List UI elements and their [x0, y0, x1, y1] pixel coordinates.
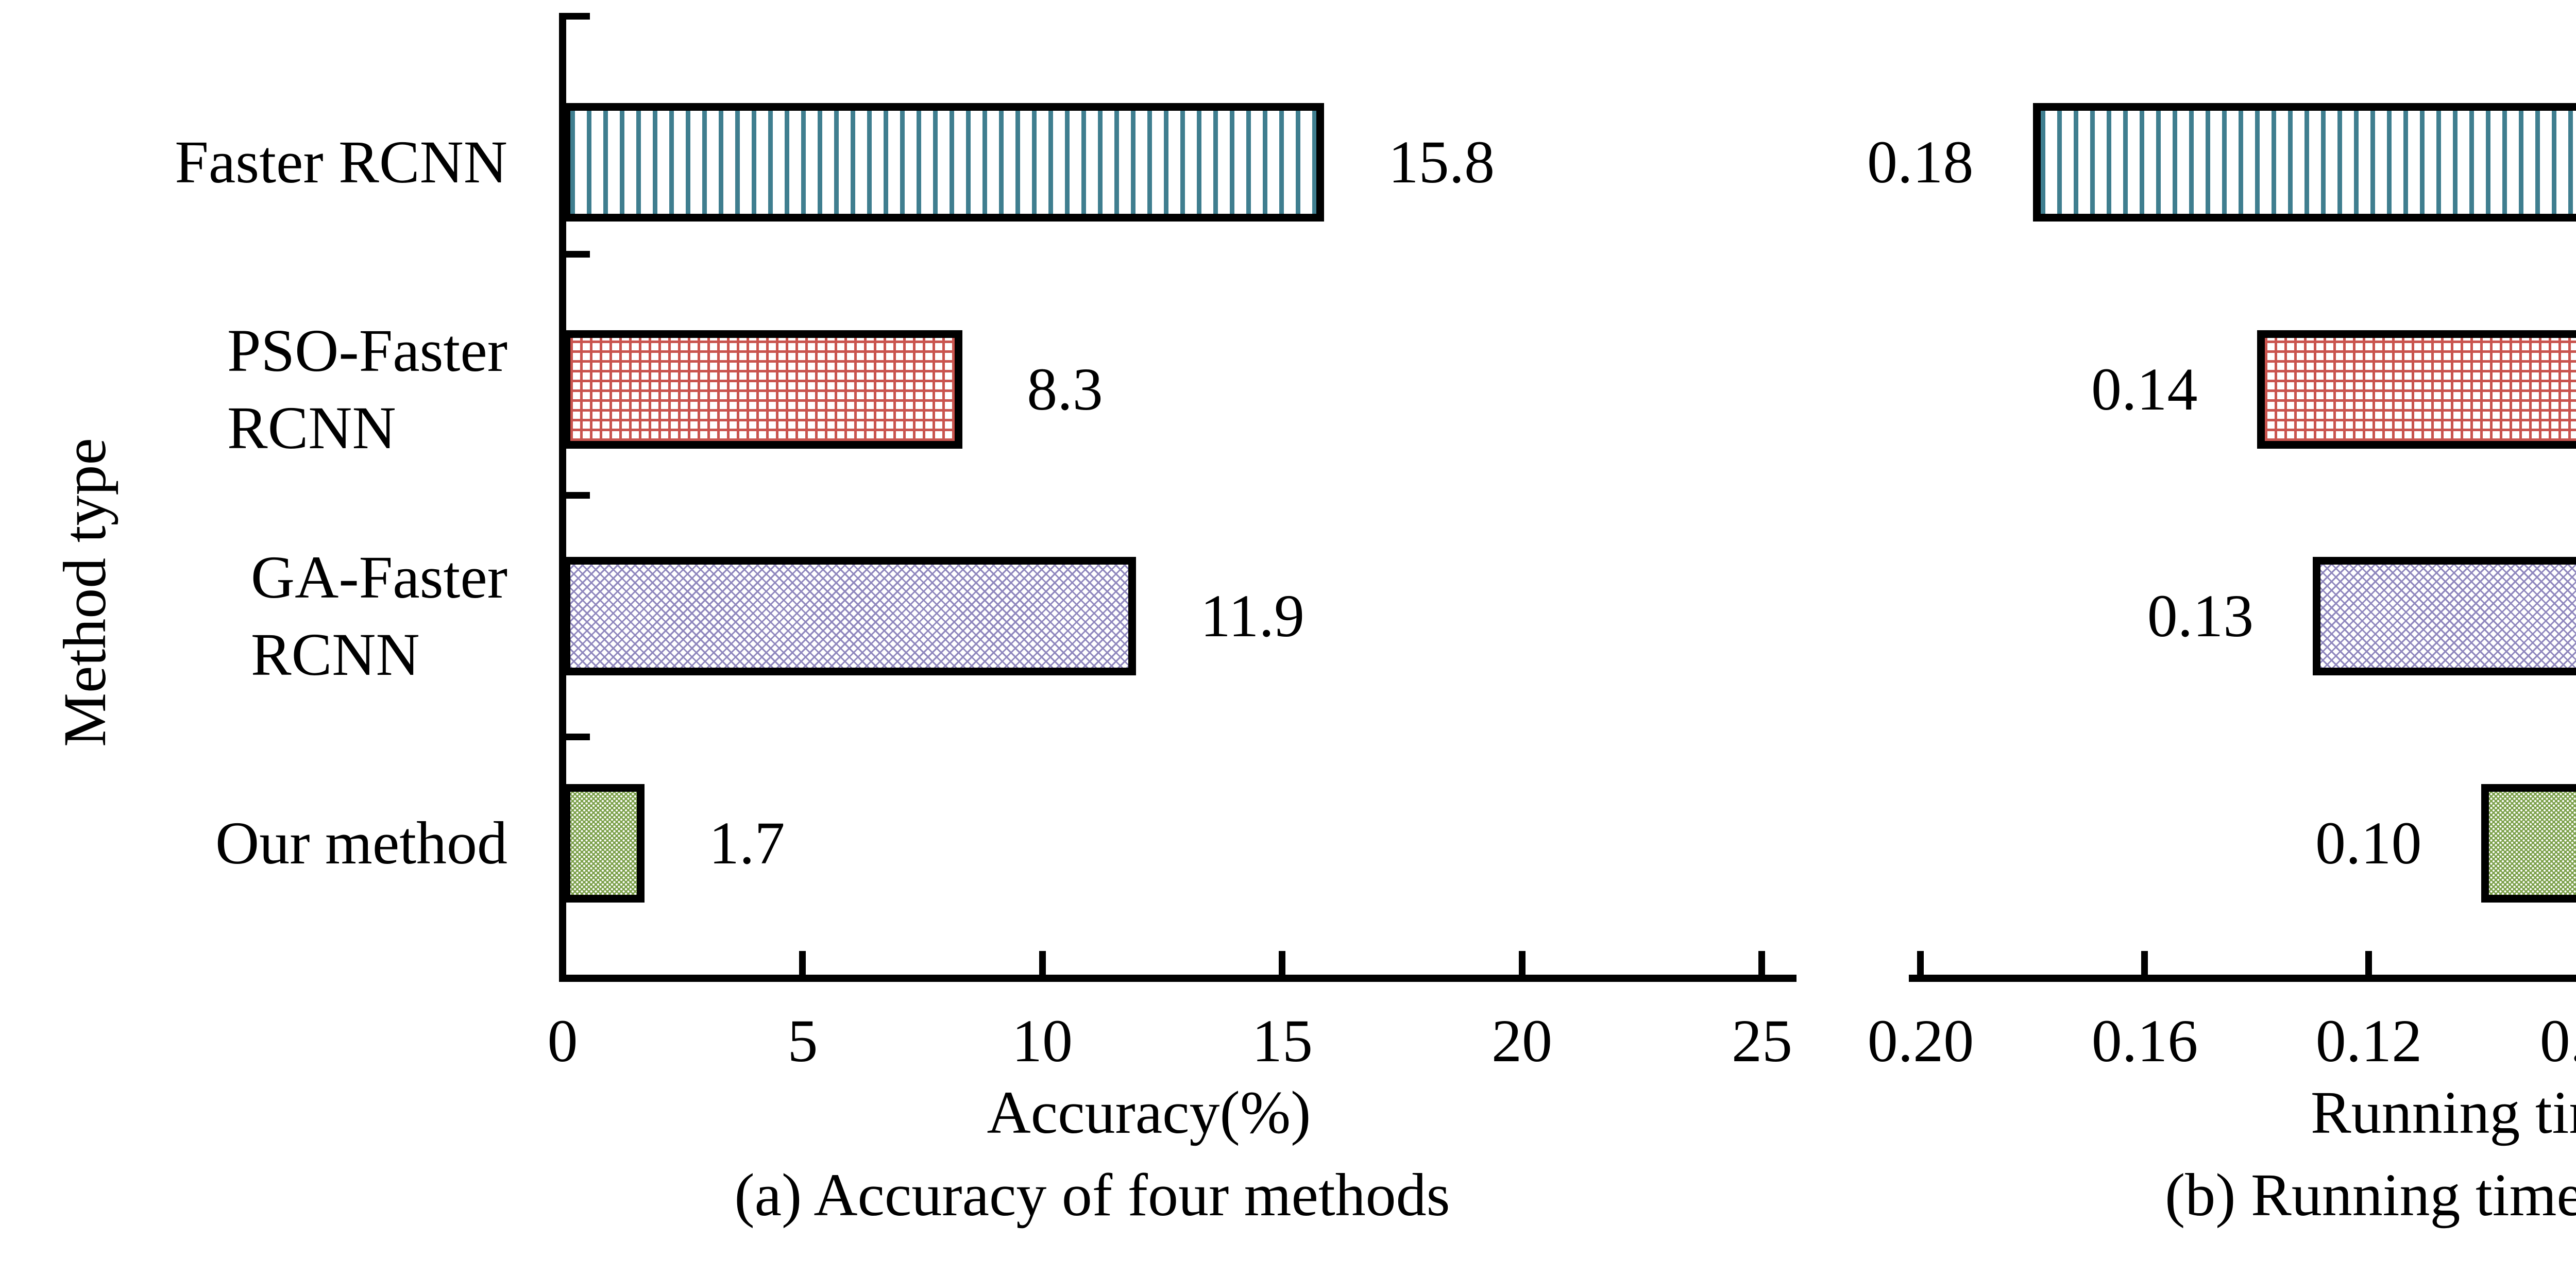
y-tick [566, 251, 590, 258]
x-tick-label: 0.12 [2315, 1007, 2422, 1075]
category-label-faster-rcnn: Faster RCNN [175, 124, 507, 201]
y-tick [566, 13, 590, 20]
bar-ga-faster-rcnn-accuracy [563, 557, 1136, 675]
category-label-pso-faster-rcnn: PSO-Faster RCNN [227, 312, 507, 467]
x-tick-label: 20 [1492, 1007, 1552, 1075]
category-label-line: PSO-Faster [227, 317, 507, 384]
x-axis-title-accuracy: Accuracy(%) [987, 1079, 1311, 1146]
bar-our-method-accuracy [563, 784, 645, 903]
category-label-line: Our method [215, 809, 507, 877]
x-tick [2141, 951, 2148, 975]
x-tick [799, 951, 806, 975]
accuracy-plot-area: 15.8 8.3 11.9 1.7 [563, 13, 1767, 978]
value-label: 0.14 [2091, 355, 2198, 423]
x-tick-label: 15 [1252, 1007, 1313, 1075]
running-time-plot-area: 0.18 0.14 0.13 0.10 [1867, 13, 2576, 978]
category-label-line: GA-Faster [250, 543, 507, 611]
bar-pso-faster-rcnn-time [2257, 330, 2576, 449]
x-tick-label: 0 [547, 1007, 578, 1075]
bar-pso-faster-rcnn-accuracy [563, 330, 963, 449]
value-label: 0.10 [2315, 809, 2422, 877]
bar-faster-rcnn-time [2032, 103, 2576, 222]
value-label: 0.13 [2147, 582, 2254, 650]
bar-faster-rcnn-accuracy [563, 103, 1324, 222]
x-tick-label: 0.16 [2091, 1007, 2198, 1075]
x-tick [1279, 951, 1285, 975]
value-label: 11.9 [1200, 582, 1304, 650]
x-tick [1758, 951, 1765, 975]
x-tick [2365, 951, 2372, 975]
category-label-our-method: Our method [215, 805, 507, 882]
x-axis-title-running-time: Running time(s) [2310, 1079, 2576, 1146]
bar-ga-faster-rcnn-time [2313, 557, 2576, 675]
x-tick-label: 10 [1012, 1007, 1073, 1075]
y-tick [566, 734, 590, 740]
bar-our-method-time [2481, 784, 2576, 903]
category-label-line: RCNN [227, 394, 396, 462]
y-axis-line-left-chart [559, 13, 566, 982]
x-tick-label: 0.08 [2539, 1007, 2576, 1075]
category-label-ga-faster-rcnn: GA-Faster RCNN [251, 539, 507, 693]
y-tick [566, 492, 590, 499]
x-tick [1039, 951, 1046, 975]
caption-panel-a: (a) Accuracy of four methods [734, 1161, 1450, 1229]
x-tick [1917, 951, 1924, 975]
category-label-line: Faster RCNN [175, 128, 507, 196]
value-label: 1.7 [708, 809, 785, 877]
value-label: 15.8 [1388, 128, 1495, 196]
value-label: 0.18 [1867, 128, 1974, 196]
x-axis-line-left-chart [559, 975, 1797, 982]
x-tick-label: 25 [1732, 1007, 1792, 1075]
x-axis-line-right-chart [1909, 975, 2576, 982]
x-tick [1519, 951, 1526, 975]
caption-panel-b: (b) Running time of four methods [2164, 1161, 2576, 1229]
x-tick-label: 5 [787, 1007, 818, 1075]
x-tick-label: 0.20 [1867, 1007, 1974, 1075]
category-label-line: RCNN [250, 621, 420, 688]
value-label: 8.3 [1027, 355, 1103, 423]
y-axis-title-left: Method type [51, 438, 118, 747]
